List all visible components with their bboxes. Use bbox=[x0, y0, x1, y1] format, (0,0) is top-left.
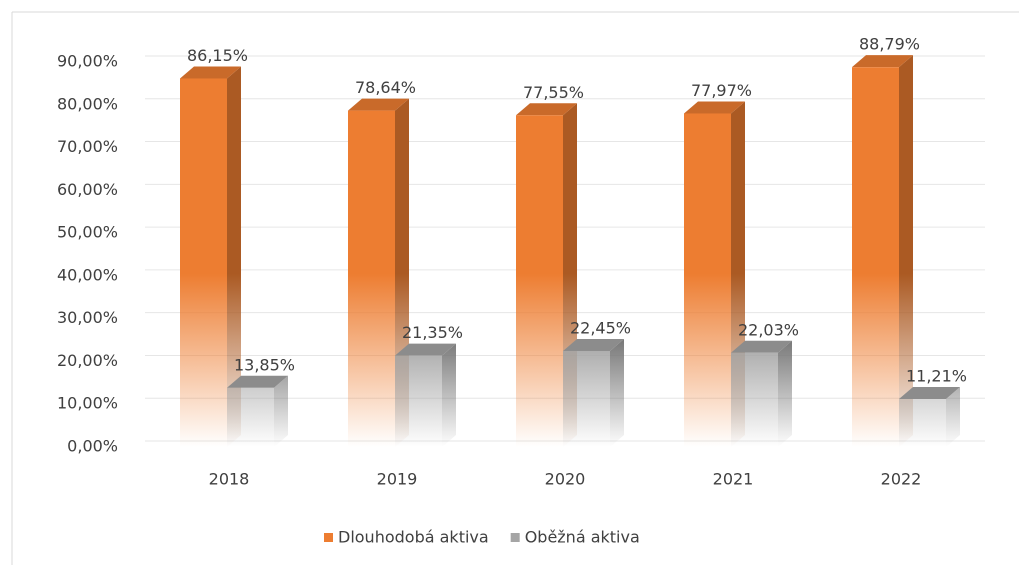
bar-front bbox=[227, 387, 274, 447]
data-label: 11,21% bbox=[906, 367, 967, 386]
y-tick-label: 70,00% bbox=[57, 137, 118, 156]
data-label: 13,85% bbox=[234, 355, 295, 374]
bar bbox=[180, 66, 241, 447]
bar-top bbox=[395, 343, 456, 356]
data-label: 77,97% bbox=[691, 81, 752, 100]
bar-front bbox=[899, 399, 946, 447]
bar bbox=[395, 343, 456, 447]
legend-swatch bbox=[510, 533, 520, 542]
bar bbox=[563, 338, 624, 447]
bar bbox=[227, 375, 288, 447]
x-tick-label: 2020 bbox=[545, 470, 586, 489]
x-tick-label: 2018 bbox=[209, 470, 250, 489]
legend-swatch bbox=[324, 533, 333, 542]
x-tick-label: 2022 bbox=[881, 470, 922, 489]
data-label: 77,55% bbox=[523, 83, 584, 102]
bar-top bbox=[731, 340, 792, 353]
bar-side bbox=[442, 343, 456, 447]
y-tick-label: 60,00% bbox=[57, 180, 118, 199]
bar-side bbox=[899, 55, 913, 447]
x-tick-label: 2019 bbox=[377, 470, 418, 489]
y-tick-label: 80,00% bbox=[57, 94, 118, 113]
bar-side bbox=[946, 387, 960, 447]
y-tick-label: 40,00% bbox=[57, 265, 118, 284]
bar-side bbox=[227, 66, 241, 447]
legend-label: Oběžná aktiva bbox=[525, 528, 640, 547]
y-tick-label: 50,00% bbox=[57, 223, 118, 242]
y-tick-label: 20,00% bbox=[57, 351, 118, 370]
y-tick-label: 10,00% bbox=[57, 394, 118, 413]
data-label: 22,45% bbox=[570, 318, 631, 337]
legend-label: Dlouhodobá aktiva bbox=[338, 528, 489, 547]
bar-front bbox=[731, 352, 778, 447]
bar bbox=[899, 387, 960, 447]
bar-top bbox=[684, 101, 745, 114]
data-label: 78,64% bbox=[355, 78, 416, 97]
bar-side bbox=[778, 340, 792, 447]
bar-side bbox=[274, 375, 288, 447]
y-tick-label: 30,00% bbox=[57, 308, 118, 327]
x-tick-label: 2021 bbox=[713, 470, 754, 489]
bar bbox=[852, 55, 913, 447]
bar-top bbox=[516, 103, 577, 116]
data-label: 88,79% bbox=[859, 35, 920, 54]
bar-front bbox=[516, 115, 563, 447]
bar bbox=[684, 101, 745, 447]
bar-top bbox=[180, 66, 241, 79]
bar-top bbox=[899, 387, 960, 400]
bar-side bbox=[610, 338, 624, 447]
data-label: 86,15% bbox=[187, 46, 248, 65]
bar-top bbox=[852, 55, 913, 68]
data-label: 21,35% bbox=[402, 323, 463, 342]
y-tick-label: 90,00% bbox=[57, 52, 118, 71]
bar-front bbox=[684, 113, 731, 447]
y-tick-label: 0,00% bbox=[67, 437, 118, 456]
bar-front bbox=[852, 67, 899, 447]
bar bbox=[731, 340, 792, 447]
bar-top bbox=[563, 338, 624, 351]
bar-top bbox=[348, 98, 409, 111]
bar-front bbox=[348, 110, 395, 448]
data-label: 22,03% bbox=[738, 320, 799, 339]
bar-front bbox=[395, 355, 442, 447]
bar-front bbox=[563, 350, 610, 447]
bar-top bbox=[227, 375, 288, 388]
bar-front bbox=[180, 78, 227, 447]
